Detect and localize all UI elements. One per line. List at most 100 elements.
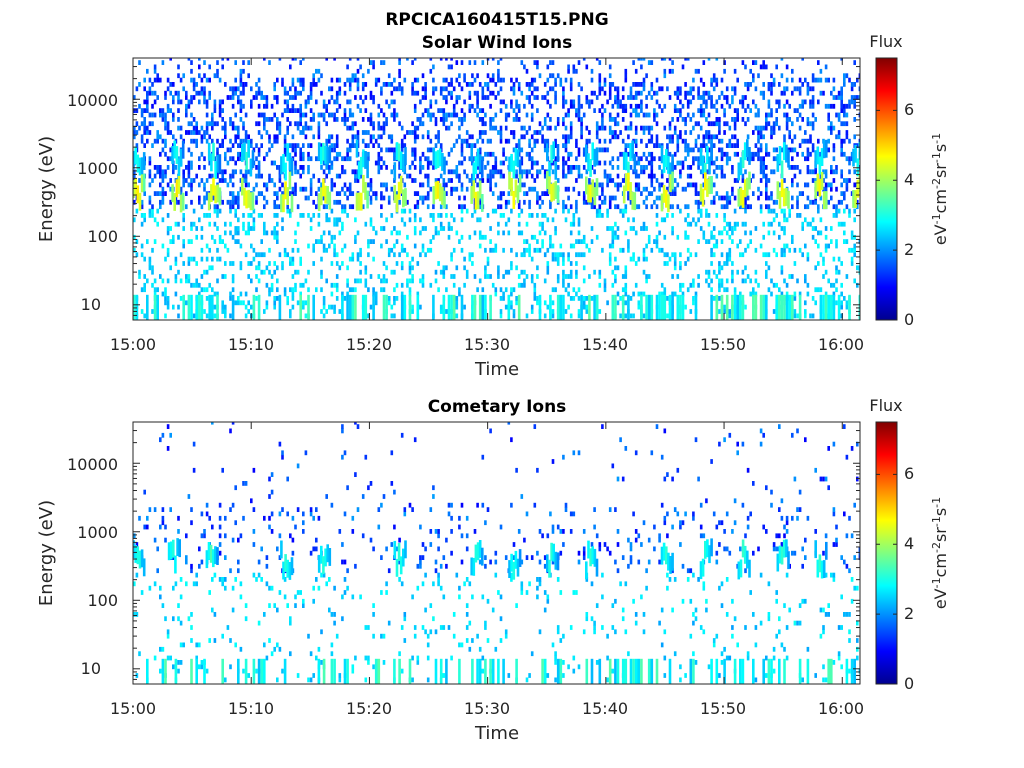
heatmap-cell: [702, 173, 706, 179]
heatmap-cell: [679, 261, 682, 266]
heatmap-cell: [434, 121, 438, 127]
heatmap-cell: [577, 309, 581, 314]
heatmap-cell: [647, 160, 651, 166]
heatmap-cell: [575, 165, 578, 170]
heatmap-cell: [749, 108, 752, 113]
heatmap-cell: [402, 189, 405, 208]
heatmap-cell: [205, 213, 209, 218]
heatmap-cell: [718, 309, 721, 314]
heatmap-cell: [666, 261, 669, 266]
heatmap-cell: [338, 309, 342, 314]
heatmap-cell: [856, 282, 859, 288]
heatmap-cell: [775, 213, 778, 218]
heatmap-cell: [382, 278, 386, 284]
heatmap-cell: [546, 64, 550, 70]
heatmap-cell: [213, 99, 217, 105]
heatmap-cell: [226, 160, 230, 166]
heatmap-cell: [213, 612, 217, 617]
heatmap-cell: [133, 95, 136, 100]
heatmap-cell: [385, 165, 388, 170]
heatmap-cell: [299, 117, 302, 122]
heatmap-cell: [627, 217, 630, 223]
heatmap-cell: [676, 108, 680, 113]
heatmap-cell: [762, 294, 765, 320]
heatmap-cell: [257, 213, 261, 218]
heatmap-cell: [372, 294, 375, 320]
heatmap-cell: [153, 173, 157, 179]
heatmap-cell: [850, 234, 854, 240]
heatmap-cell: [767, 230, 771, 236]
heatmap-cell: [817, 138, 820, 144]
heatmap-cell: [169, 130, 172, 135]
heatmap-cell: [213, 638, 217, 643]
heatmap-cell: [624, 77, 628, 83]
heatmap-cell: [707, 90, 711, 96]
heatmap-cell: [718, 195, 721, 201]
heatmap-cell: [804, 204, 807, 210]
heatmap-cell: [564, 77, 568, 83]
heatmap-cell: [270, 287, 274, 293]
heatmap-cell: [658, 230, 661, 236]
heatmap-cell: [156, 130, 159, 135]
heatmap-cell: [822, 256, 825, 262]
heatmap-cell: [608, 95, 612, 100]
heatmap-cell: [733, 226, 737, 231]
heatmap-cell: [658, 294, 661, 320]
heatmap-cell: [205, 121, 209, 127]
heatmap-cell: [733, 121, 737, 127]
heatmap-cell: [247, 230, 250, 236]
heatmap-cell: [497, 130, 500, 135]
heatmap-cell: [538, 204, 542, 210]
heatmap-cell: [569, 243, 573, 249]
heatmap-cell: [694, 291, 698, 297]
heatmap-cell: [830, 239, 833, 244]
heatmap-cell: [234, 520, 237, 526]
heatmap-cell: [840, 191, 843, 196]
heatmap-cell: [309, 182, 313, 188]
heatmap-cell: [770, 130, 773, 135]
heatmap-cell: [632, 291, 635, 297]
heatmap-cell: [252, 247, 256, 253]
heatmap-cell: [707, 134, 711, 140]
heatmap-cell: [762, 95, 765, 100]
heatmap-cell: [757, 186, 760, 192]
heatmap-cell: [595, 134, 599, 140]
heatmap-cell: [663, 73, 667, 79]
heatmap-cell: [247, 134, 250, 140]
heatmap-cell: [642, 226, 646, 231]
heatmap-cell: [785, 125, 789, 131]
heatmap-cell: [369, 304, 373, 310]
heatmap-cell: [333, 117, 336, 122]
heatmap-cell: [637, 256, 641, 262]
heatmap-cell: [156, 138, 159, 144]
heatmap-cell: [283, 291, 287, 297]
heatmap-cell: [177, 176, 181, 194]
heatmap-cell: [175, 146, 179, 164]
heatmap-cell: [473, 143, 477, 148]
heatmap-cell: [356, 103, 360, 109]
heatmap-cell: [187, 616, 191, 622]
heatmap-cell: [151, 82, 154, 87]
heatmap-cell: [403, 294, 407, 320]
heatmap-cell: [177, 64, 180, 70]
heatmap-cell: [731, 95, 734, 100]
heatmap-cell: [474, 156, 478, 175]
heatmap-cell: [436, 150, 440, 168]
heatmap-cell: [686, 221, 690, 227]
heatmap-cell: [234, 230, 237, 236]
heatmap-cell: [242, 221, 245, 227]
heatmap-cell: [273, 191, 276, 196]
heatmap-cell: [164, 117, 167, 122]
heatmap-cell: [725, 95, 729, 100]
heatmap-cell: [338, 199, 342, 205]
heatmap-cell: [251, 150, 255, 169]
heatmap-cell: [562, 117, 565, 122]
heatmap-cell: [366, 190, 369, 209]
heatmap-cell: [398, 86, 401, 92]
heatmap-cell: [159, 668, 162, 674]
heatmap-cell: [146, 95, 149, 100]
heatmap-cell: [658, 291, 661, 297]
heatmap-cell: [811, 99, 815, 105]
heatmap-cell: [715, 77, 719, 83]
heatmap-cell: [595, 130, 599, 135]
